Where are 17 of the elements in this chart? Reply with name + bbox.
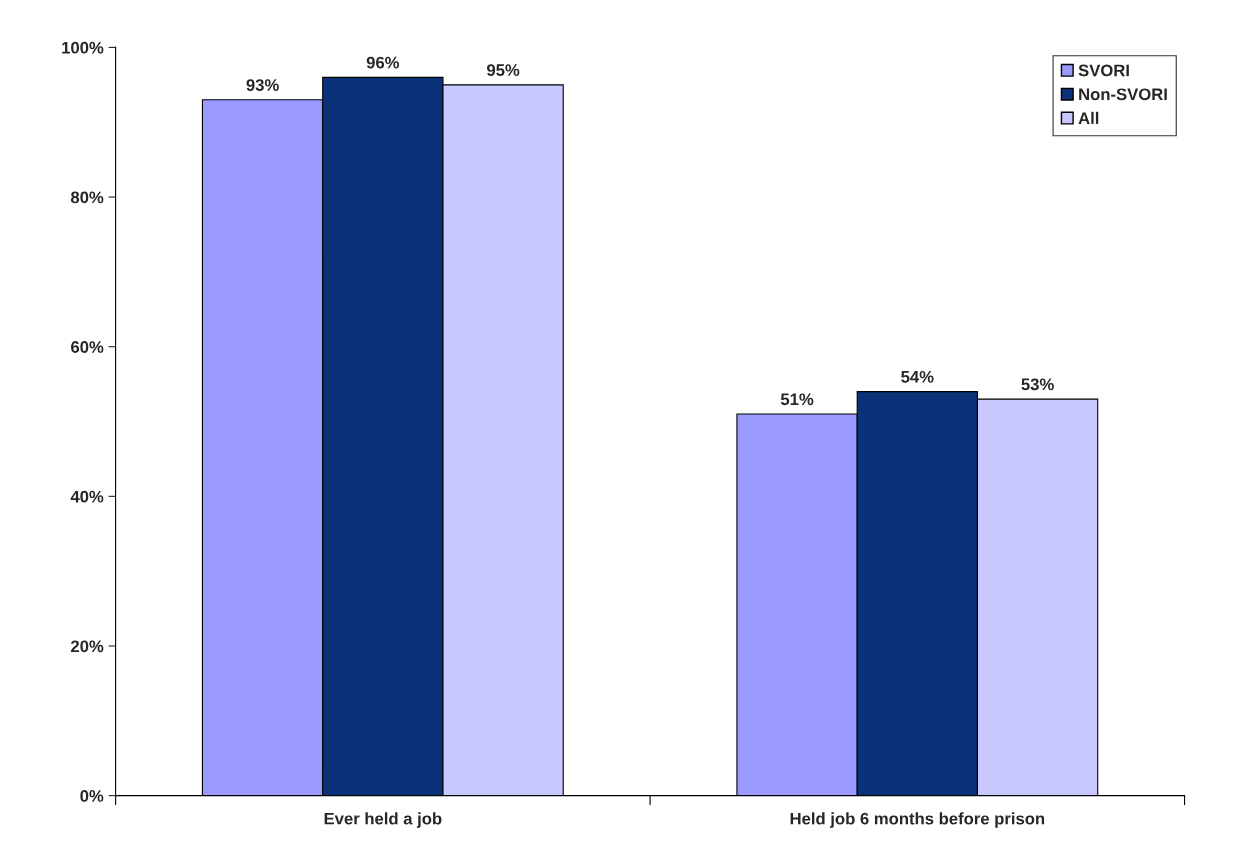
y-tick-label: 20% xyxy=(71,640,104,653)
y-tick-label: 40% xyxy=(70,490,104,503)
legend-label: Non-SVORI xyxy=(1079,88,1167,101)
y-tick-label: 100% xyxy=(62,41,104,54)
y-tick-label: 60% xyxy=(71,341,104,353)
x-tick-label: Ever held a job xyxy=(324,812,442,828)
x-tick-label: Held job 6 months before prison xyxy=(790,812,1045,828)
y-tick-label: 0% xyxy=(80,790,104,802)
text: 54% xyxy=(901,370,934,383)
text: 51% xyxy=(780,393,814,406)
text: 53% xyxy=(1021,378,1054,391)
y-tick-label: 80% xyxy=(70,191,104,204)
text: 96% xyxy=(366,56,400,69)
legend-label: All xyxy=(1078,111,1099,124)
text: 95% xyxy=(487,64,520,76)
legend-label: SVORI xyxy=(1078,64,1129,77)
text: 93% xyxy=(246,79,279,91)
